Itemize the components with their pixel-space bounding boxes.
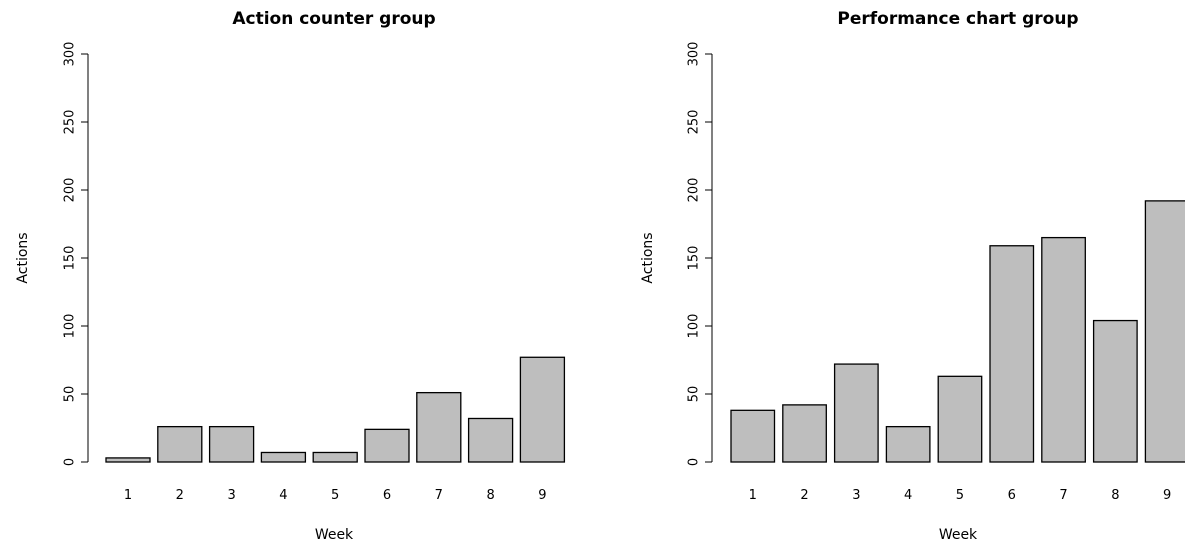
bar-week-5	[937, 375, 983, 463]
chart-title: Action counter group	[232, 9, 435, 29]
bar-week-4	[260, 451, 307, 463]
x-category-label: 9	[538, 488, 546, 503]
x-category-label: 5	[956, 488, 964, 503]
chart-panel-performance: Performance chart group 0 50 100 150 200 250 30…	[640, 9, 1185, 543]
y-tick-label: 300	[63, 42, 78, 67]
y-tick-label: 0	[687, 458, 702, 466]
bar-week-2	[157, 425, 203, 463]
x-category-label: 4	[904, 488, 912, 503]
bar-week-3	[833, 363, 879, 463]
x-axis-label: Week	[939, 527, 978, 543]
x-category-label: 5	[331, 488, 339, 503]
y-tick-label: 100	[63, 314, 78, 339]
x-category-label: 2	[800, 488, 808, 503]
y-tick-label: 250	[63, 110, 78, 135]
y-axis-label: Actions	[15, 232, 31, 283]
bar-week-6	[364, 428, 410, 463]
y-tick-label: 150	[687, 246, 702, 271]
bar-week-3	[208, 425, 255, 463]
y-tick-label: 100	[687, 314, 702, 339]
y-tick-label: 50	[687, 386, 702, 403]
x-category-label: 6	[383, 488, 391, 503]
bar-week-9	[519, 356, 566, 463]
bar-week-8	[467, 417, 514, 463]
bar-week-4	[885, 425, 931, 463]
bar-week-1	[730, 409, 776, 463]
bar-week-2	[782, 404, 827, 463]
x-category-label: 8	[486, 488, 494, 503]
x-category-label: 9	[1163, 488, 1171, 503]
chart-title: Performance chart group	[837, 9, 1078, 29]
x-category-label: 4	[279, 488, 287, 503]
x-category-label: 1	[124, 488, 132, 503]
x-category-label: 3	[852, 488, 860, 503]
x-category-label: 2	[176, 488, 184, 503]
y-tick-label: 300	[687, 42, 702, 67]
chart-panel-action-counter: Action counter group 0 50 100 150 200 250 300 Ac…	[15, 9, 566, 543]
bar-week-1	[105, 457, 151, 463]
bar-week-5	[312, 451, 358, 463]
y-axis-label: Actions	[640, 232, 656, 283]
x-category-label: 7	[435, 488, 443, 503]
y-tick-label: 250	[687, 110, 702, 135]
x-category-label: 1	[749, 488, 757, 503]
y-tick-label: 150	[63, 246, 78, 271]
bar-week-7	[416, 391, 462, 463]
bar-week-9	[1144, 200, 1185, 463]
y-tick-label: 200	[687, 178, 702, 203]
bar-week-7	[1041, 236, 1086, 463]
bar-week-8	[1092, 319, 1138, 463]
x-category-label: 6	[1008, 488, 1016, 503]
y-tick-label: 50	[63, 386, 78, 403]
x-axis-label: Week	[315, 527, 354, 543]
x-category-label: 8	[1111, 488, 1119, 503]
bar-week-6	[989, 245, 1035, 463]
y-tick-label: 200	[63, 178, 78, 203]
x-category-label: 3	[227, 488, 235, 503]
y-tick-label: 0	[63, 458, 78, 466]
x-category-label: 7	[1059, 488, 1067, 503]
